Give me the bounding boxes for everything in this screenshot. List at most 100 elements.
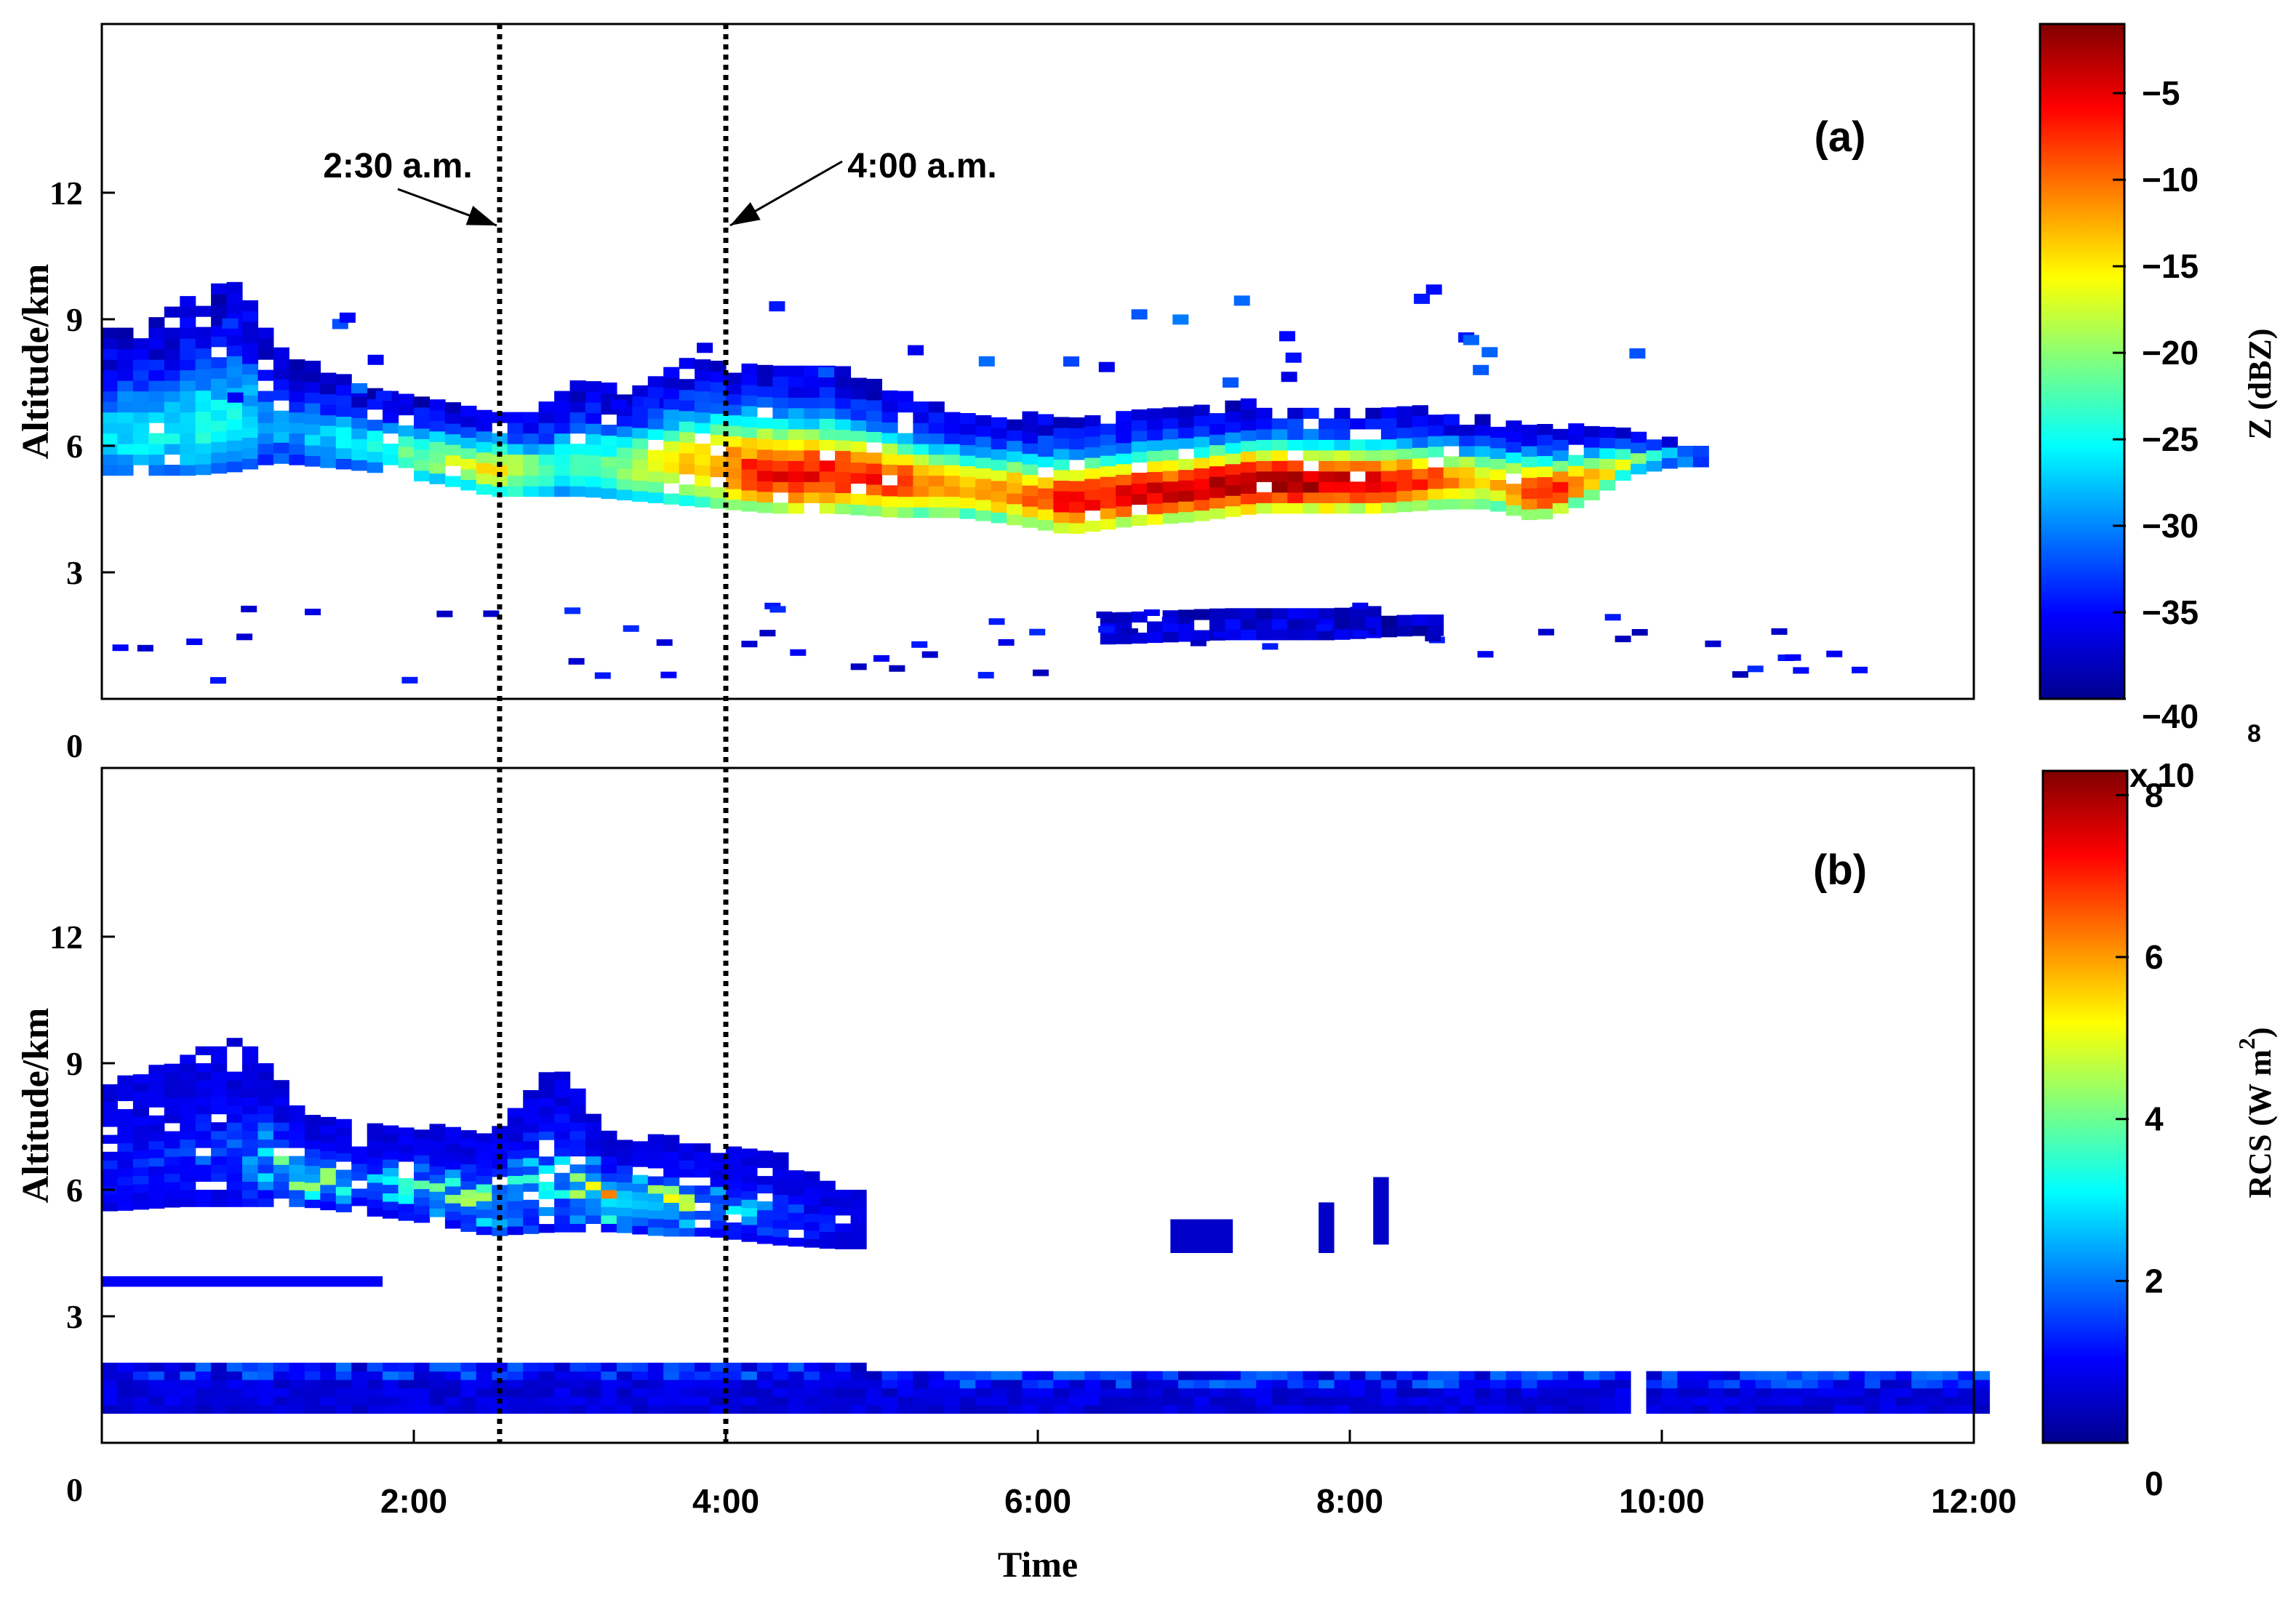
heatmap-a-cell (1162, 460, 1179, 471)
heatmap-b-cell (257, 1371, 274, 1380)
heatmap-b-cell (289, 1139, 305, 1148)
heatmap-a-cell (1677, 446, 1694, 457)
heatmap-a-cell (1303, 449, 1319, 461)
heatmap-a-cell (180, 444, 196, 455)
heatmap-a-speck (1785, 654, 1801, 661)
heatmap-b-cell (741, 1362, 758, 1372)
heatmap-a-cell (289, 369, 305, 381)
heatmap-b-cell (304, 1199, 321, 1209)
heatmap-a-cell (273, 379, 289, 391)
heatmap-b-cell (1007, 1388, 1023, 1397)
heatmap-b-cell (414, 1362, 430, 1372)
heatmap-a-cell (1240, 430, 1257, 441)
heatmap-b-cell (242, 1164, 259, 1174)
heatmap-b-cell (398, 1153, 415, 1162)
heatmap-a-cell (710, 392, 727, 404)
heatmap-a-cell (601, 446, 617, 457)
heatmap-a-cell (554, 486, 571, 497)
heatmap-a-cell (1350, 439, 1367, 451)
heatmap-a-cell (351, 407, 368, 418)
heatmap-b-cell (195, 1105, 212, 1115)
panel-b-ylabel: Altitude/km (15, 1008, 57, 1204)
heatmap-a-cell (429, 399, 446, 411)
heatmap-b-cell (538, 1164, 555, 1174)
heatmap-b-cell (211, 1198, 228, 1207)
heatmap-a-cell (180, 359, 196, 371)
colorbar-b-multiplier-base: x 10 (2129, 756, 2195, 794)
heatmap-a-cell (975, 415, 992, 426)
heatmap-a-cell (320, 447, 337, 458)
heatmap-b-cell (663, 1185, 680, 1195)
heatmap-b-cell (367, 1207, 383, 1217)
heatmap-b-cell (569, 1404, 586, 1414)
heatmap-a-cell (102, 454, 118, 465)
heatmap-b-cell (1833, 1371, 1849, 1380)
heatmap-b-cell (616, 1190, 633, 1200)
colorbar-tick-label: 0 (2145, 1465, 2164, 1502)
heatmap-b-cell (1771, 1388, 1788, 1397)
heatmap-a-cell (647, 376, 664, 388)
heatmap-b-cell (850, 1396, 867, 1406)
heatmap-b-cell (554, 1404, 571, 1414)
heatmap-a-speck (998, 639, 1015, 646)
heatmap-b-cell (772, 1236, 789, 1246)
heatmap-a-cell (850, 399, 867, 410)
heatmap-a-cell (102, 380, 118, 392)
heatmap-b-cell (398, 1127, 415, 1137)
heatmap-a-speck (1793, 667, 1809, 674)
heatmap-b-cell (1116, 1396, 1132, 1406)
heatmap-a-cell (1131, 483, 1148, 495)
heatmap-a-speck (436, 610, 453, 617)
heatmap-b-cell (507, 1192, 524, 1201)
heatmap-b-cell (928, 1404, 945, 1414)
heatmap-a-cell (538, 475, 555, 487)
heatmap-b-cell (756, 1158, 773, 1169)
heatmap-a-cell (663, 367, 680, 378)
heatmap-a-cell (1193, 510, 1210, 521)
heatmap-b-cell (850, 1223, 867, 1233)
heatmap-a-cell (1662, 436, 1678, 448)
heatmap-a-cell (242, 426, 259, 438)
heatmap-a-cell (242, 342, 259, 353)
heatmap-b-cell (335, 1371, 352, 1380)
heatmap-a-cell (507, 412, 524, 423)
heatmap-a-cell (211, 294, 228, 305)
heatmap-a-cell (335, 384, 352, 396)
heatmap-b-cell (881, 1404, 898, 1414)
heatmap-a-cell (835, 503, 852, 515)
heatmap-a-cell (866, 389, 882, 401)
heatmap-b-cell (1895, 1380, 1912, 1389)
heatmap-a-cell (132, 348, 149, 360)
heatmap-a-cell (959, 465, 976, 477)
heatmap-a-cell (991, 438, 1007, 449)
heatmap-b-cell (507, 1404, 524, 1414)
heatmap-a-cell (1225, 505, 1241, 517)
heatmap-b-cell (756, 1184, 773, 1193)
heatmap-a-cell (1334, 492, 1351, 503)
heatmap-a-cell (335, 395, 352, 407)
heatmap-a-cell (1505, 484, 1522, 495)
heatmap-b-cell (1116, 1380, 1132, 1389)
heatmap-a-cell (1615, 427, 1631, 439)
heatmap-a-cell (554, 401, 571, 413)
heatmap-b-cell (257, 1063, 274, 1073)
heatmap-b-cell (383, 1404, 399, 1414)
heatmap-b-cell (788, 1187, 804, 1196)
heatmap-a-cell (881, 422, 898, 433)
heatmap-a-cell (726, 489, 742, 500)
heatmap-b-cell (289, 1113, 305, 1123)
heatmap-a-cell (554, 465, 571, 476)
heatmap-b-cell (257, 1380, 274, 1389)
heatmap-b-cell (975, 1380, 992, 1389)
heatmap-a-cell (569, 423, 586, 434)
heatmap-a-cell (1193, 425, 1210, 437)
heatmap-a-cell (429, 452, 446, 463)
heatmap-b-cell (1615, 1404, 1631, 1414)
heatmap-b-cell (102, 1202, 118, 1212)
heatmap-b-cell (211, 1088, 228, 1097)
heatmap-b-cell (850, 1240, 867, 1249)
heatmap-a-cell (1365, 616, 1382, 628)
heatmap-b-cell (647, 1201, 664, 1211)
heatmap-a-cell (585, 402, 601, 414)
colorbar-tick-label: 8 (2145, 776, 2164, 814)
